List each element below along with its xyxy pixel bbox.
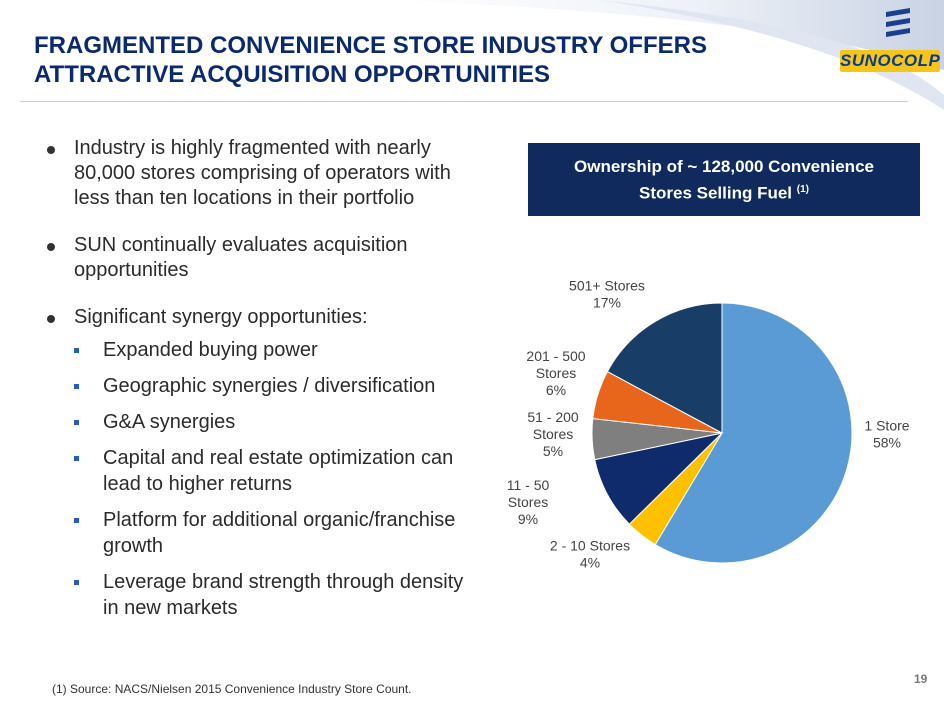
bullet-text: SUN continually evaluates acquisition op… xyxy=(74,234,408,281)
pie-slice-label: 501+ Stores 17% xyxy=(569,278,645,311)
pie-slice xyxy=(654,302,853,564)
logo-wordmark: SUNOCOLP xyxy=(840,50,941,72)
title-line-1: FRAGMENTED CONVENIENCE STORE INDUSTRY OF… xyxy=(34,32,707,59)
bullet-dot-icon xyxy=(47,315,55,323)
sub-bullet-text: Geographic synergies / diversification xyxy=(103,375,436,397)
chart-title-line-1: Ownership of ~ 128,000 Convenience xyxy=(574,156,874,176)
sub-bullet-item: Expanded buying power xyxy=(74,337,474,363)
bullet-item: SUN continually evaluates acquisition op… xyxy=(44,233,474,283)
sub-bullet-text: Leverage brand strength through density … xyxy=(103,571,464,619)
bullet-text: Industry is highly fragmented with nearl… xyxy=(74,137,451,209)
chart-title-text: Stores Selling Fuel xyxy=(638,183,793,203)
pie-slice-label: 2 - 10 Stores 4% xyxy=(550,538,630,571)
title-divider xyxy=(20,101,908,102)
bullet-dot-icon xyxy=(47,243,55,251)
chart-title-box: Ownership of ~ 128,000 Convenience Store… xyxy=(528,143,920,216)
sub-bullet-item: Leverage brand strength through density … xyxy=(74,569,474,621)
bullet-list: Industry is highly fragmented with nearl… xyxy=(44,136,474,643)
source-footnote: (1) Source: NACS/Nielsen 2015 Convenienc… xyxy=(52,682,412,696)
sub-bullet-item: Platform for additional organic/franchis… xyxy=(74,507,474,559)
ownership-pie-chart: 1 Store 58% 2 - 10 Stores 4%11 - 50 Stores 9%… xyxy=(507,278,910,571)
square-bullet-icon xyxy=(74,384,79,389)
sub-bullet-item: Capital and real estate optimization can… xyxy=(74,445,474,497)
sub-bullet-item: Geographic synergies / diversification xyxy=(74,373,474,399)
sub-bullet-text: G&A synergies xyxy=(103,411,236,433)
square-bullet-icon xyxy=(74,518,79,523)
bullet-item: Significant synergy opportunities: Expan… xyxy=(44,305,474,621)
sub-bullet-text: Expanded buying power xyxy=(103,339,318,361)
chart-title-line-2: Stores Selling Fuel (1) xyxy=(528,178,920,205)
bullet-text: Significant synergy opportunities: xyxy=(74,306,368,328)
square-bullet-icon xyxy=(74,348,79,353)
pie-slice-label: 1 Store 58% xyxy=(864,418,909,451)
sub-bullet-item: G&A synergies xyxy=(74,409,474,435)
page-number: 19 xyxy=(914,672,928,686)
sunoco-logo: SUNOCOLP xyxy=(834,0,944,80)
header-swoosh-decoration xyxy=(380,0,944,110)
chart-title-footnote-ref: (1) xyxy=(796,183,809,195)
pie-slice xyxy=(606,302,723,434)
square-bullet-icon xyxy=(74,580,79,585)
pie-slice-label: 51 - 200 Stores 5% xyxy=(527,409,579,459)
sub-bullet-list: Expanded buying power Geographic synergi… xyxy=(74,337,474,621)
title-line-2: ATTRACTIVE ACQUISITION OPPORTUNITIES xyxy=(34,61,551,88)
sub-bullet-text: Platform for additional organic/franchis… xyxy=(103,509,456,557)
pie-slice-label: 11 - 50 Stores 9% xyxy=(507,477,550,527)
pie-slice-label: 201 - 500 Stores 6% xyxy=(526,348,585,398)
bullet-item: Industry is highly fragmented with nearl… xyxy=(44,136,474,211)
square-bullet-icon xyxy=(74,420,79,425)
bullet-dot-icon xyxy=(47,146,55,154)
sunoco-mark-icon xyxy=(886,8,910,37)
page-title: FRAGMENTED CONVENIENCE STORE INDUSTRY OF… xyxy=(34,31,834,89)
square-bullet-icon xyxy=(74,456,79,461)
sub-bullet-text: Capital and real estate optimization can… xyxy=(103,447,454,495)
